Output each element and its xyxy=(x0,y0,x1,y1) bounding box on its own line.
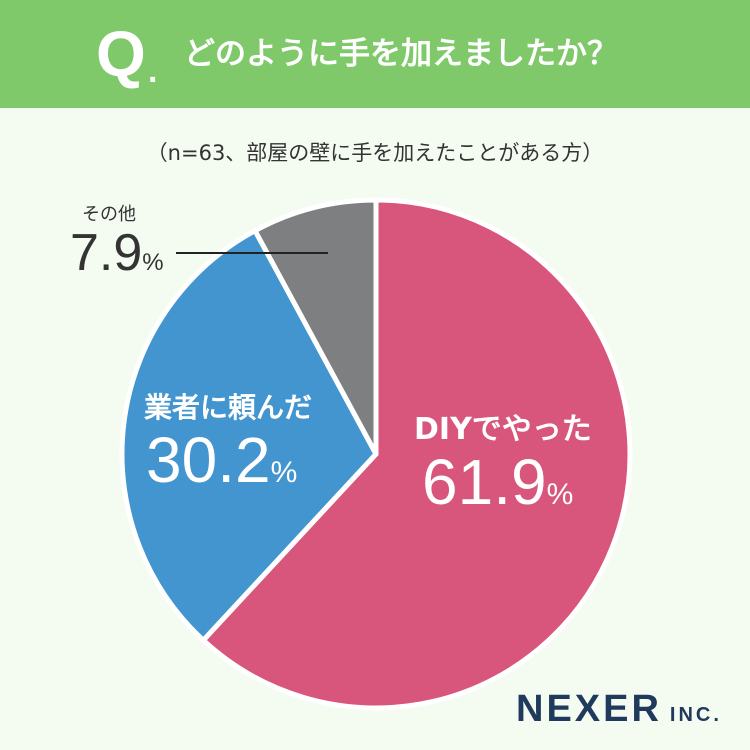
slice-value-diy: 61.9% xyxy=(422,446,573,518)
question-text: どのように手を加えましたか？ xyxy=(184,36,618,72)
slice-value-other-number: 7.9 xyxy=(70,224,143,282)
slice-label-other: その他 xyxy=(82,204,136,225)
slice-label-diy: DIYでやった xyxy=(414,412,592,447)
slice-value-other-unit: % xyxy=(142,249,164,276)
slice-label-contractor: 業者に頼んだ xyxy=(144,391,313,424)
slice-value-diy-unit: % xyxy=(546,478,574,511)
slice-value-contractor-number: 30.2 xyxy=(146,424,271,496)
slice-value-contractor-unit: % xyxy=(270,456,298,489)
q-dot: . xyxy=(148,52,158,90)
pie-slice-other xyxy=(252,197,379,457)
question-header: Q . どのように手を加えましたか？ xyxy=(0,0,750,108)
q-mark: Q xyxy=(96,18,146,90)
slice-value-contractor: 30.2% xyxy=(146,424,297,496)
pie-slice-contractor xyxy=(119,228,379,643)
chart-subtitle: （n=63、部屋の壁に手を加えたことがある方） xyxy=(146,141,604,165)
slice-value-other: 7.9% xyxy=(70,224,164,282)
pie-slice-diy xyxy=(200,197,633,711)
slice-value-diy-number: 61.9 xyxy=(422,446,547,518)
nexer-logo: NEXER INC. xyxy=(516,688,722,731)
logo-name: NEXER xyxy=(516,688,662,730)
logo-suffix: INC. xyxy=(669,704,722,726)
